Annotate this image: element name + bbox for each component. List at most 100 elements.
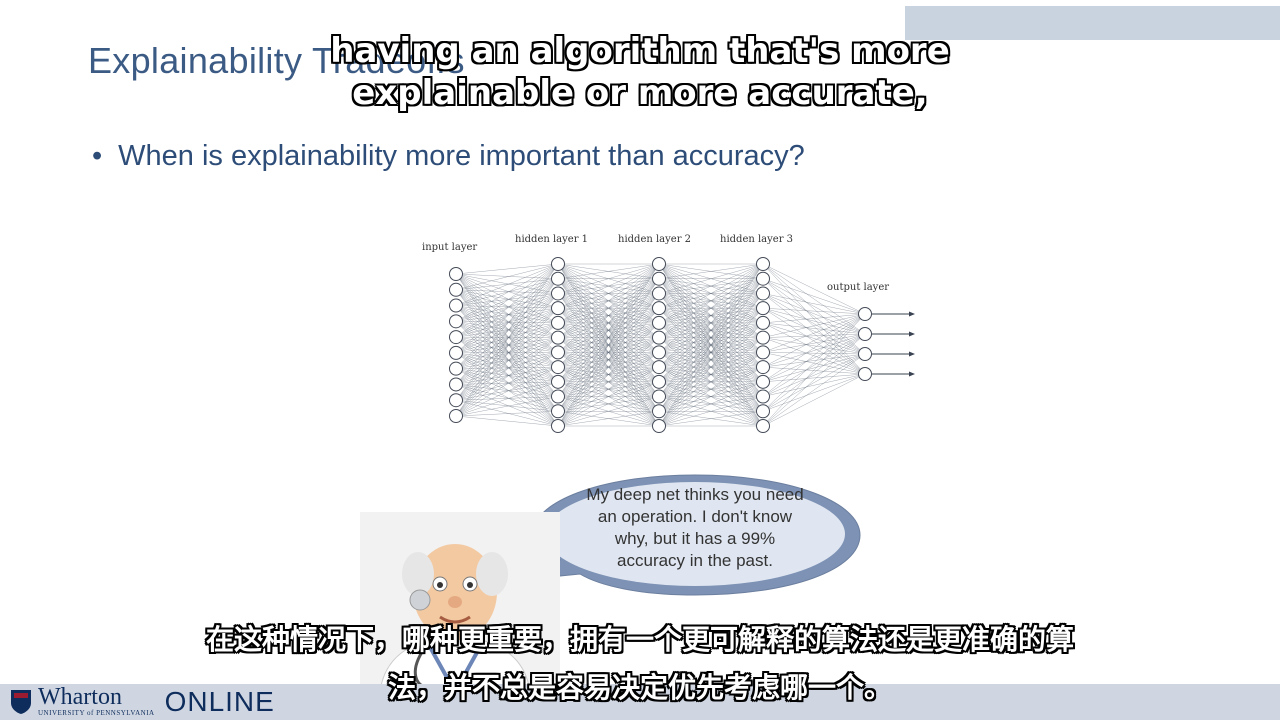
network-connection [557,263,660,279]
network-connection [557,308,660,427]
network-connection [557,263,660,368]
footer-bar [0,684,1280,720]
network-connection [455,278,559,401]
network-connection [658,308,764,427]
network-connection [658,263,764,294]
network-connection [455,381,559,401]
network-connection [455,352,559,385]
network-connection [658,263,764,427]
network-node [858,307,872,321]
network-connection [762,353,866,383]
network-connection [455,293,559,401]
network-connection [762,322,866,375]
network-connection [557,352,660,427]
network-connection [455,305,559,324]
network-connection [762,337,866,355]
network-connection [455,307,559,369]
network-connection [455,321,559,368]
network-connection [455,289,559,338]
output-arrow-head [909,331,915,337]
network-connection [762,333,866,368]
network-connection [455,273,559,382]
network-connection [762,263,866,315]
network-node [449,267,463,281]
network-connection [455,273,559,353]
network-node [449,361,463,376]
network-connection [762,373,866,397]
network-connection [455,293,559,322]
network-connection [762,322,866,335]
bullet-marker: • [92,140,103,172]
network-node [756,271,770,286]
network-connection [762,263,866,375]
network-connection [455,273,559,412]
network-connection [762,263,866,355]
doctor-cartoon [360,512,560,692]
network-node [551,257,565,271]
network-node [551,345,565,360]
network-connection [455,263,559,417]
network-connection [455,322,559,354]
network-connection [455,384,559,397]
network-connection [455,289,559,324]
network-node [756,257,770,271]
network-connection [658,411,764,427]
network-connection [658,278,764,427]
network-connection [762,293,866,355]
network-connection [762,313,866,383]
network-connection [455,337,559,354]
network-connection [455,305,559,383]
network-connection [455,278,559,291]
network-connection [455,415,559,427]
network-connection [762,366,866,375]
network-connection [658,322,764,427]
network-connection [455,322,559,385]
network-node [652,360,666,375]
network-connection [455,289,559,397]
network-node [652,257,666,271]
network-node [652,301,666,316]
neural-network-diagram: input layer hidden layer 1 hidden layer 2 h… [422,234,915,433]
network-connection [455,278,559,417]
network-connection [455,273,559,294]
network-connection [455,273,559,309]
network-connections [455,263,866,427]
network-connection [455,352,559,397]
network-connection [658,396,764,427]
network-connection [455,322,559,369]
network-connection [455,278,559,369]
network-connection [455,293,559,417]
network-connection [455,322,559,401]
network-connection [658,263,764,353]
network-node [756,330,770,345]
network-node [756,419,770,433]
network-connection [455,289,559,294]
network-connection [658,337,764,427]
network-connection [658,263,764,382]
network-connection [455,352,559,383]
network-connection [557,263,660,338]
network-node [551,419,565,433]
network-connection [762,307,866,335]
english-subtitle: having an algorithm that's more explaina… [0,30,1280,114]
network-connection [455,278,559,338]
network-connection [658,352,764,427]
network-connection [557,263,660,353]
network-connection [455,293,559,354]
network-connection [455,289,559,383]
network-connection [557,411,660,427]
network-connection [762,352,866,375]
network-connection [762,278,866,315]
network-connection [455,278,559,385]
network-connection [455,352,559,354]
network-connection [658,263,764,309]
network-connection [557,366,660,427]
network-connection [762,293,866,315]
bullet-text: When is explainability more important th… [118,140,805,172]
network-connection [455,273,559,427]
speech-bubble [520,474,861,596]
network-connection [455,263,559,322]
network-connection [455,352,559,417]
network-node [858,367,872,381]
network-connection [455,321,559,324]
